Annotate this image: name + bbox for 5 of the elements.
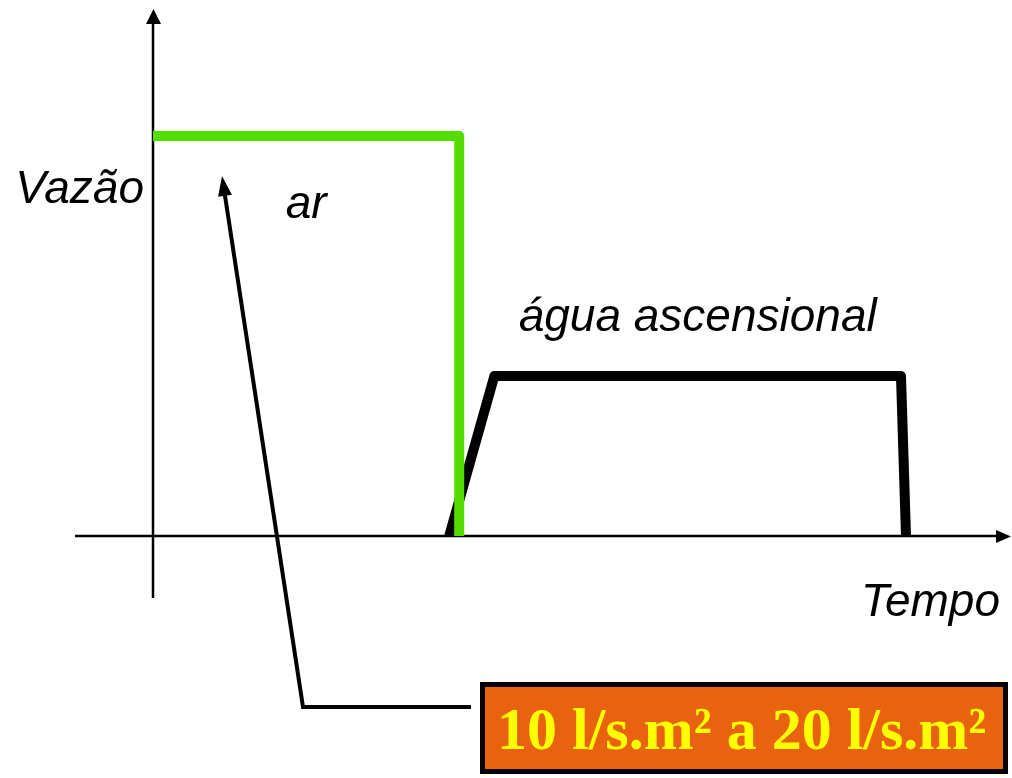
text: 10 l/s.m² a 20 l/s.m² bbox=[497, 696, 987, 762]
x-axis-title: Tempo bbox=[861, 574, 1000, 626]
series-label: ar bbox=[285, 176, 329, 228]
series-label: água ascensional bbox=[518, 289, 879, 341]
y-axis-title: Vazão bbox=[15, 161, 144, 213]
